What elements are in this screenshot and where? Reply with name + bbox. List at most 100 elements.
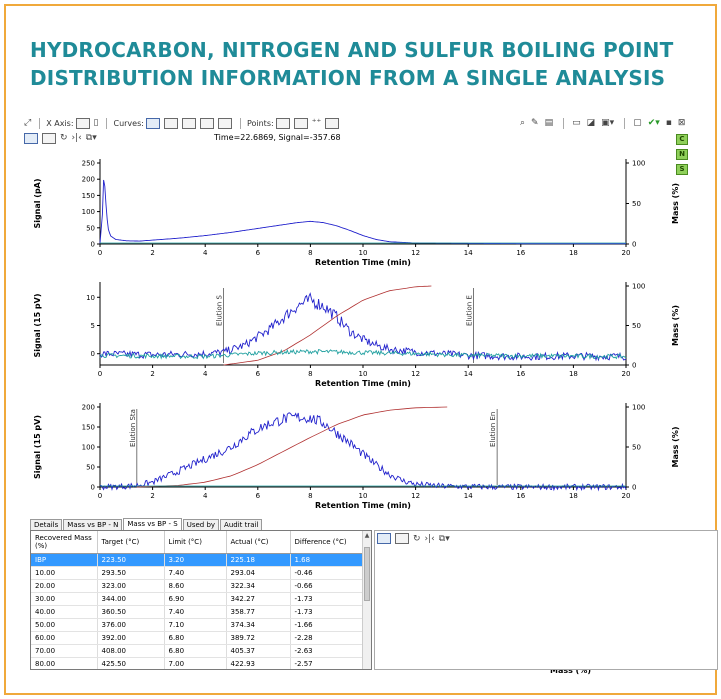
x-axis-label: Retention Time (min)	[315, 501, 411, 510]
table-row[interactable]: 20.00 323.00 8.60 322.34 -0.66	[31, 579, 365, 593]
curve-signal-button[interactable]	[145, 117, 160, 129]
reset-zoom-icon[interactable]: ↻	[60, 133, 68, 143]
channel-s-button[interactable]: S	[676, 164, 688, 175]
table-cell: -1.73	[290, 605, 365, 619]
table-row[interactable]: 60.00 392.00 6.80 389.72 -2.28	[31, 631, 365, 645]
curves-label: Curves:	[113, 118, 144, 128]
table-cell: 6.80	[164, 644, 227, 658]
baseline-series-line	[99, 348, 627, 360]
pointer-tool-button[interactable]	[24, 132, 38, 144]
column-header[interactable]: Target (°C)	[97, 531, 165, 554]
y2-tick-label: 0	[632, 484, 636, 492]
table-cell: 323.00	[97, 579, 165, 593]
y-tick-label: 100	[82, 444, 95, 452]
y-tick-label: 0	[91, 241, 95, 249]
range-icon[interactable]: ›|‹	[71, 133, 82, 143]
table-row[interactable]: 10.00 293.50 7.40 293.04 -0.46	[31, 566, 365, 580]
table-row[interactable]: 70.00 408.00 6.80 405.37 -2.63	[31, 644, 365, 658]
x-tick-label: 4	[203, 249, 208, 257]
table-row[interactable]: 50.00 376.00 7.10 374.34 -1.66	[31, 618, 365, 632]
fit-view-icon[interactable]: ⤢	[24, 118, 32, 128]
curve-overlay-button[interactable]	[181, 117, 196, 129]
difference-toolbar: ↻ ›|‹ ⧉▾	[377, 533, 452, 544]
tab-used-by[interactable]: Used by	[182, 519, 220, 530]
y2-tick-label: 100	[632, 404, 645, 412]
points-grid-button[interactable]	[293, 117, 308, 129]
copy-dropdown-icon[interactable]: ▣▾	[601, 118, 615, 128]
table-row[interactable]: IBP 223.50 3.20 225.18 1.68	[31, 553, 365, 567]
scroll-thumb[interactable]	[364, 547, 370, 601]
diff-select-button[interactable]	[395, 533, 409, 544]
folder-icon[interactable]: ▢	[633, 118, 642, 128]
zoom-icon[interactable]: ⌕	[520, 118, 526, 128]
points-curve-button[interactable]	[325, 117, 340, 129]
table-cell: 293.04	[226, 566, 291, 580]
x-axis-time-button[interactable]	[75, 117, 90, 129]
save-icon[interactable]: ▪	[665, 118, 672, 128]
table-cell: 389.72	[226, 631, 291, 645]
edit-pencil-icon[interactable]: ✎	[531, 118, 539, 128]
table-scrollbar[interactable]: ▲	[362, 531, 371, 669]
mass-series-line	[136, 406, 448, 488]
y-tick-label: 150	[82, 424, 95, 432]
y-tick-label: 100	[82, 208, 95, 216]
points-label: Points:	[246, 118, 274, 128]
curve-mass-button[interactable]	[163, 117, 178, 129]
column-header[interactable]: Recovered Mass (%)	[31, 531, 98, 554]
cursor-readout: Time=22.6869, Signal=-357.68	[214, 133, 341, 142]
table-row[interactable]: 30.00 344.00 6.90 342.27 -1.73	[31, 592, 365, 606]
table-row[interactable]: 80.00 425.50 7.00 422.93 -2.57	[31, 657, 365, 669]
curve-diagonal-button[interactable]	[217, 117, 232, 129]
scroll-up-icon[interactable]: ▲	[364, 532, 370, 539]
accept-check-icon[interactable]: ✔▾	[647, 118, 660, 128]
diff-copy-icon[interactable]: ⧉▾	[438, 533, 450, 544]
diff-range-icon[interactable]: ›|‹	[424, 533, 435, 544]
select-rect-button[interactable]	[42, 132, 56, 144]
points-bars-button[interactable]	[275, 117, 290, 129]
export-icon[interactable]: ◪	[586, 118, 596, 128]
table-cell: 7.10	[164, 618, 227, 632]
y-tick-label: 50	[86, 464, 95, 472]
table-cell: 40.00	[31, 605, 98, 619]
x-tick-label: 6	[256, 492, 261, 500]
table-cell: 223.50	[97, 553, 165, 567]
channel-c-button[interactable]: C	[676, 134, 688, 145]
column-header[interactable]: Limit (°C)	[164, 531, 227, 554]
table-cell: 392.00	[97, 631, 165, 645]
column-header[interactable]: Difference (°C)	[290, 531, 365, 554]
window-icon[interactable]: ▭	[572, 118, 581, 128]
elution-marker-label: Elution S	[216, 295, 224, 326]
signal-series-line	[99, 412, 627, 492]
tab-audit-trail[interactable]: Audit trail	[220, 519, 263, 530]
diff-pointer-button[interactable]	[377, 533, 391, 544]
x-axis-marker-icon[interactable]: ▯	[93, 118, 99, 128]
close-icon[interactable]: ⊠	[677, 118, 686, 128]
tab-mass-vs-bp-s[interactable]: Mass vs BP - S	[123, 518, 182, 530]
y2-tick-label: 100	[632, 283, 645, 291]
table-cell: -2.63	[290, 644, 365, 658]
column-header[interactable]: Actual (°C)	[226, 531, 291, 554]
y-axis-label: Signal (15 pV)	[33, 415, 42, 479]
tab-mass-vs-bp-n[interactable]: Mass vs BP - N	[63, 519, 123, 530]
x-tick-label: 0	[98, 249, 102, 257]
channel-n-button[interactable]: N	[676, 149, 688, 160]
tab-details[interactable]: Details	[30, 519, 63, 530]
document-icon[interactable]: ▤	[544, 118, 554, 128]
table-row[interactable]: 40.00 360.50 7.40 358.77 -1.73	[31, 605, 365, 619]
mass-series-line	[223, 285, 432, 366]
diff-reset-icon[interactable]: ↻	[413, 533, 421, 544]
y2-axis-label: Mass (%)	[671, 427, 680, 468]
copy-menu-icon[interactable]: ⧉▾	[85, 133, 97, 143]
y2-tick-label: 50	[632, 444, 641, 452]
table-cell: 60.00	[31, 631, 98, 645]
y2-tick-label: 100	[632, 160, 645, 168]
points-labels-icon[interactable]: ⁺⁺	[311, 118, 322, 128]
curve-baseline-button[interactable]	[199, 117, 214, 129]
y-tick-label: 50	[86, 224, 95, 232]
x-tick-label: 16	[516, 370, 525, 378]
x-tick-label: 20	[622, 370, 631, 378]
table-cell: 344.00	[97, 592, 165, 606]
x-tick-label: 18	[569, 249, 578, 257]
x-tick-label: 6	[256, 370, 261, 378]
table-cell: 7.40	[164, 605, 227, 619]
